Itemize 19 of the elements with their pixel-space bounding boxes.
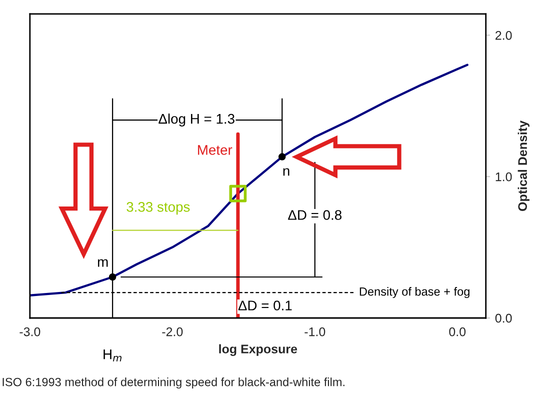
annotation: Δlog H = 1.3 [158,114,234,126]
annotation: Density of base + fog [360,287,470,298]
x-axis-title: log Exposure [219,344,298,356]
text: ISO 6:1993 method of determining speed for black-and-white film. [2,378,344,389]
annotation: H$_{m}$ [104,350,122,362]
annotation: ΔD = 0.8 [288,210,342,220]
annotation: ΔD = 0.1 [238,300,292,310]
y-tick-label: 1.0 [496,172,512,182]
y-axis-title: Optical Density [518,120,530,211]
annotation: n [283,168,290,176]
y-tick-label: 2.0 [496,30,512,40]
x-tick-label: -3.0 [20,327,40,336]
y-tick-label: 0.0 [495,314,512,323]
x-tick-label: -2.0 [162,327,183,336]
annotation: 3.33 stops [126,202,190,215]
annotation: Meter [198,145,232,155]
x-tick-label: 0.0 [449,327,466,336]
annotation: m [98,259,108,267]
x-tick-label: -1.0 [304,327,326,336]
